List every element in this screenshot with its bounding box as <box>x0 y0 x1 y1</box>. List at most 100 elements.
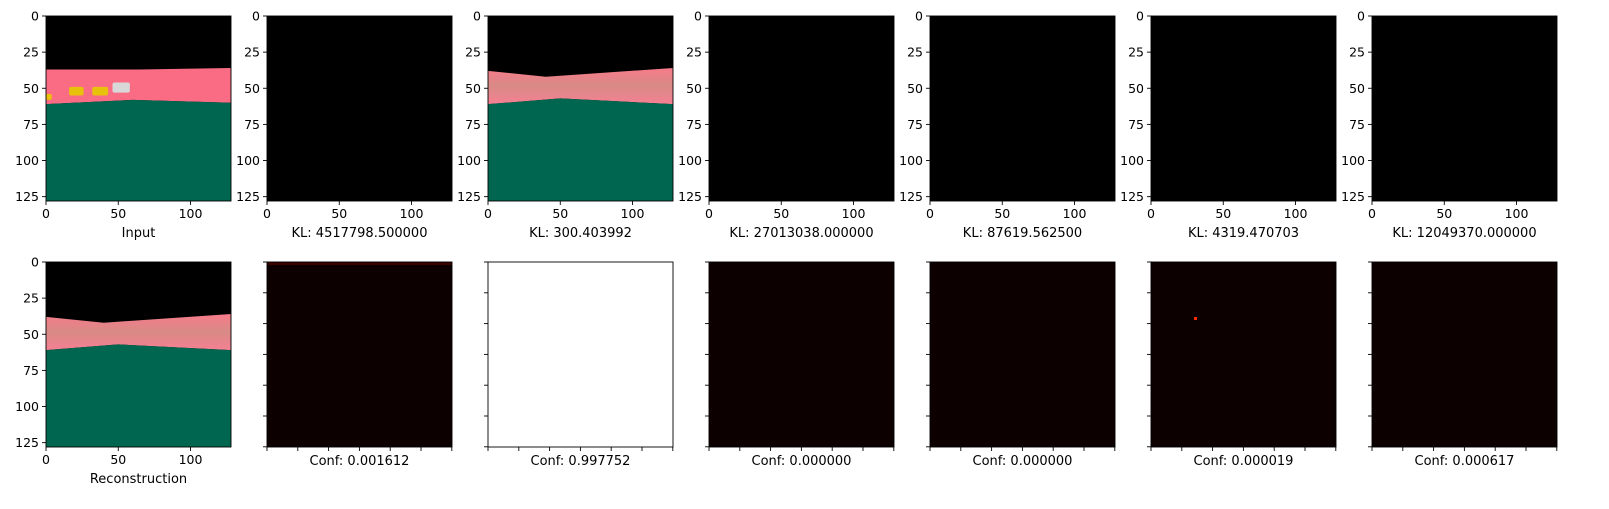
subplot-xlabel: Reconstruction <box>90 472 187 487</box>
axes-frame <box>487 15 674 202</box>
y-tick-label: 100 <box>457 153 481 168</box>
subplot-xlabel: KL: 4319.470703 <box>1188 226 1299 241</box>
image-fill <box>488 262 673 447</box>
subplot-xlabel: KL: 4517798.500000 <box>292 226 428 241</box>
subplot-xlabel: Conf: 0.000000 <box>973 454 1073 469</box>
y-tick-label: 75 <box>1349 117 1365 132</box>
ground-region <box>46 99 231 201</box>
vehicle <box>92 86 109 96</box>
y-tick-label: 100 <box>1120 153 1144 168</box>
x-tick-label: 0 <box>1368 206 1376 221</box>
subplot-xlabel: Conf: 0.000000 <box>752 454 852 469</box>
subplot-xlabel: KL: 87619.562500 <box>963 226 1082 241</box>
x-tick-label: 0 <box>926 206 934 221</box>
subplot-9: Conf: 0.001612 <box>263 261 453 469</box>
x-tick-label: 50 <box>1436 206 1452 221</box>
subplot-8: 0 50 100 0 25 50 75 100 125 Reconstruction <box>15 255 232 487</box>
y-tick-label: 75 <box>465 117 481 132</box>
y-tick-label: 100 <box>15 153 39 168</box>
y-tick-label: 125 <box>899 189 923 204</box>
subplot-11: Conf: 0.000000 <box>705 261 895 469</box>
subplot-13: Conf: 0.000019 <box>1147 261 1337 469</box>
subplot-5: 0 50 100 0 25 50 75 100 125 KL: 87619.562500 <box>899 9 1116 241</box>
subplot-10: Conf: 0.997752 <box>484 261 674 469</box>
x-tick-label: 100 <box>179 206 203 221</box>
y-tick-label: 25 <box>686 45 702 60</box>
y-tick-label: 125 <box>15 435 39 450</box>
subplot-xlabel: KL: 300.403992 <box>529 226 632 241</box>
y-tick-label: 125 <box>15 189 39 204</box>
image-fill <box>267 16 452 201</box>
y-tick-label: 0 <box>1357 9 1365 24</box>
subplot-12: Conf: 0.000000 <box>926 261 1116 469</box>
x-tick-label: 0 <box>42 206 50 221</box>
x-tick-label: 0 <box>263 206 271 221</box>
y-tick-label: 50 <box>686 81 702 96</box>
x-tick-label: 100 <box>400 206 424 221</box>
y-tick-label: 125 <box>236 189 260 204</box>
x-tick-label: 50 <box>552 206 568 221</box>
y-tick-label: 125 <box>1120 189 1144 204</box>
subplot-xlabel: Conf: 0.997752 <box>531 454 631 469</box>
road-region <box>488 68 673 105</box>
image-fill <box>1151 16 1336 201</box>
axes-frame <box>1371 15 1558 202</box>
image-fill <box>267 262 452 447</box>
y-tick-label: 25 <box>1349 45 1365 60</box>
x-tick-label: 50 <box>110 452 126 467</box>
y-tick-label: 100 <box>899 153 923 168</box>
ground-region <box>488 98 673 201</box>
axes-frame <box>266 15 453 202</box>
x-tick-label: 50 <box>1215 206 1231 221</box>
subplot-14: Conf: 0.000617 <box>1368 261 1558 469</box>
subplot-2: 0 50 100 0 25 50 75 100 125 KL: 4517798.500000 <box>236 9 453 241</box>
y-tick-label: 0 <box>473 9 481 24</box>
y-tick-label: 50 <box>23 327 39 342</box>
x-tick-label: 50 <box>773 206 789 221</box>
y-tick-label: 125 <box>1341 189 1365 204</box>
vehicle <box>46 94 52 100</box>
x-tick-label: 50 <box>110 206 126 221</box>
axes-frame <box>929 15 1116 202</box>
subplot-3: 0 50 100 0 25 50 75 100 125 KL: 300.403992 <box>457 9 674 241</box>
vehicle <box>112 82 130 93</box>
y-tick-label: 50 <box>23 81 39 96</box>
y-tick-label: 125 <box>678 189 702 204</box>
subplot-4: 0 50 100 0 25 50 75 100 125 KL: 27013038.000000 <box>678 9 895 241</box>
y-tick-label: 25 <box>23 291 39 306</box>
image-fill <box>930 262 1115 447</box>
vehicle <box>69 86 84 96</box>
y-tick-label: 75 <box>23 117 39 132</box>
edge-strip <box>267 262 452 265</box>
y-tick-label: 50 <box>244 81 260 96</box>
x-tick-label: 100 <box>1505 206 1529 221</box>
y-tick-label: 50 <box>1349 81 1365 96</box>
x-tick-label: 0 <box>484 206 492 221</box>
y-tick-label: 0 <box>694 9 702 24</box>
road-region <box>46 68 231 105</box>
y-tick-label: 50 <box>907 81 923 96</box>
axes-frame <box>1150 15 1337 202</box>
image-fill <box>1151 262 1336 447</box>
subplot-xlabel: Input <box>122 226 156 241</box>
y-tick-label: 75 <box>244 117 260 132</box>
axes-frame <box>45 261 232 448</box>
subplot-xlabel: KL: 27013038.000000 <box>729 226 873 241</box>
x-tick-label: 0 <box>705 206 713 221</box>
y-tick-label: 75 <box>23 363 39 378</box>
x-tick-label: 100 <box>1284 206 1308 221</box>
subplot-1: 0 50 100 0 25 50 75 100 125 Input <box>15 9 232 241</box>
y-tick-label: 100 <box>15 399 39 414</box>
hotspot-pixel <box>1194 317 1197 320</box>
image-fill <box>930 16 1115 201</box>
ground-region <box>46 344 231 447</box>
x-tick-label: 0 <box>42 452 50 467</box>
y-tick-label: 0 <box>31 9 39 24</box>
y-tick-label: 0 <box>31 255 39 270</box>
y-tick-label: 100 <box>678 153 702 168</box>
road-region <box>46 314 231 351</box>
y-tick-label: 50 <box>1128 81 1144 96</box>
x-tick-label: 50 <box>994 206 1010 221</box>
y-tick-label: 0 <box>1136 9 1144 24</box>
